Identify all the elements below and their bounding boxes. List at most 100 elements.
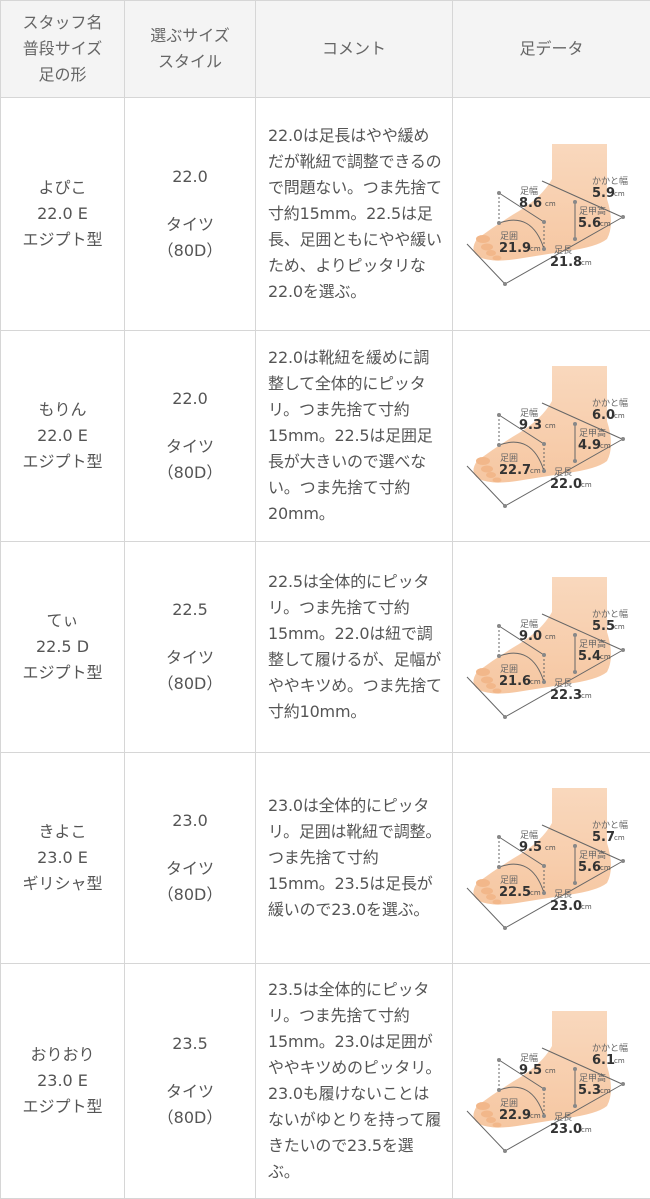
length-value: 23.0 <box>550 1122 582 1137</box>
usual-size: 22.0 E <box>1 423 124 449</box>
chosen-size: 23.5 <box>125 1031 255 1057</box>
staff-cell: おりおり 23.0 E エジプト型 <box>1 964 125 1199</box>
svg-text:cm: cm <box>530 245 541 253</box>
comment-cell: 22.0は靴紐を緩めに調整して全体的にピッタリ。つま先捨て寸約15mm。22.5… <box>256 331 453 542</box>
style: タイツ <box>125 856 255 882</box>
foot-shape: エジプト型 <box>1 1094 124 1120</box>
heel-value: 6.1 <box>592 1053 615 1068</box>
staff-cell: よぴこ 22.0 E エジプト型 <box>1 98 125 331</box>
chosen-size: 22.0 <box>125 164 255 190</box>
foot-shape: エジプト型 <box>1 449 124 475</box>
table-row: もりん 22.0 E エジプト型 22.0 タイツ （80D） 22.0は靴紐を… <box>1 331 650 542</box>
svg-text:cm: cm <box>530 889 541 897</box>
foot-data-cell: 足幅 9.5 cm かかと幅 6.1 cm 足甲高 5.3 cm 足囲 22.9… <box>453 964 650 1199</box>
instep-value: 5.4 <box>578 649 601 664</box>
svg-text:cm: cm <box>581 692 592 700</box>
foot-shape: ギリシャ型 <box>1 871 124 897</box>
svg-text:cm: cm <box>581 903 592 911</box>
header-foot-data: 足データ <box>453 1 650 98</box>
usual-size: 23.0 E <box>1 845 124 871</box>
svg-text:cm: cm <box>614 623 625 631</box>
size-cell: 22.0 タイツ （80D） <box>125 98 256 331</box>
foot-diagram: 足幅 9.5 cm かかと幅 5.7 cm 足甲高 5.6 cm 足囲 22.5… <box>457 783 647 933</box>
svg-text:cm: cm <box>600 653 611 661</box>
staff-name: きよこ <box>1 819 124 845</box>
instep-value: 4.9 <box>578 438 601 453</box>
svg-text:cm: cm <box>545 1067 556 1075</box>
staff-cell: もりん 22.0 E エジプト型 <box>1 331 125 542</box>
style: タイツ <box>125 1079 255 1105</box>
foot-data-cell: 足幅 8.6 cm かかと幅 5.9 cm 足甲高 5.6 cm 足囲 21.9… <box>453 98 650 331</box>
denier: （80D） <box>125 882 255 908</box>
foot-data-cell: 足幅 9.0 cm かかと幅 5.5 cm 足甲高 5.4 cm 足囲 21.6… <box>453 542 650 753</box>
table-row: おりおり 23.0 E エジプト型 23.5 タイツ （80D） 23.5は全体… <box>1 964 650 1199</box>
svg-text:cm: cm <box>545 422 556 430</box>
heel-value: 5.7 <box>592 830 615 845</box>
svg-text:cm: cm <box>530 1112 541 1120</box>
girth-value: 22.7 <box>499 463 531 478</box>
table-row: よぴこ 22.0 E エジプト型 22.0 タイツ （80D） 22.0は足長は… <box>1 98 650 331</box>
style: タイツ <box>125 212 255 238</box>
instep-value: 5.6 <box>578 216 601 231</box>
foot-shape: エジプト型 <box>1 227 124 253</box>
staff-name: てぃ <box>1 608 124 634</box>
girth-value: 22.9 <box>499 1108 531 1123</box>
svg-text:cm: cm <box>545 200 556 208</box>
svg-text:cm: cm <box>545 633 556 641</box>
heel-value: 6.0 <box>592 408 615 423</box>
svg-text:cm: cm <box>545 844 556 852</box>
width-value: 9.5 <box>519 840 542 855</box>
heel-value: 5.9 <box>592 186 615 201</box>
denier: （80D） <box>125 671 255 697</box>
svg-text:cm: cm <box>600 442 611 450</box>
staff-cell: きよこ 23.0 E ギリシャ型 <box>1 753 125 964</box>
width-value: 9.0 <box>519 629 542 644</box>
staff-name: おりおり <box>1 1042 124 1068</box>
heel-value: 5.5 <box>592 619 615 634</box>
width-value: 8.6 <box>519 196 542 211</box>
size-cell: 22.5 タイツ （80D） <box>125 542 256 753</box>
staff-name: よぴこ <box>1 175 124 201</box>
svg-text:cm: cm <box>614 412 625 420</box>
chosen-size: 22.5 <box>125 597 255 623</box>
staff-name: もりん <box>1 397 124 423</box>
foot-diagram: 足幅 9.5 cm かかと幅 6.1 cm 足甲高 5.3 cm 足囲 22.9… <box>457 1006 647 1156</box>
svg-text:cm: cm <box>614 190 625 198</box>
usual-size: 22.0 E <box>1 201 124 227</box>
size-cell: 23.0 タイツ （80D） <box>125 753 256 964</box>
foot-diagram: 足幅 8.6 cm かかと幅 5.9 cm 足甲高 5.6 cm 足囲 21.9… <box>457 139 647 289</box>
denier: （80D） <box>125 238 255 264</box>
svg-text:cm: cm <box>530 678 541 686</box>
svg-text:cm: cm <box>581 1126 592 1134</box>
usual-size: 23.0 E <box>1 1068 124 1094</box>
comment-cell: 23.5は全体的にピッタリ。つま先捨て寸約15mm。23.0は足囲がややキツめの… <box>256 964 453 1199</box>
chosen-size: 22.0 <box>125 386 255 412</box>
length-value: 23.0 <box>550 899 582 914</box>
denier: （80D） <box>125 1105 255 1131</box>
foot-data-cell: 足幅 9.3 cm かかと幅 6.0 cm 足甲高 4.9 cm 足囲 22.7… <box>453 331 650 542</box>
svg-text:cm: cm <box>614 1057 625 1065</box>
comment-cell: 22.0は足長はやや緩めだが靴紐で調整できるので問題ない。つま先捨て寸約15mm… <box>256 98 453 331</box>
foot-diagram: 足幅 9.0 cm かかと幅 5.5 cm 足甲高 5.4 cm 足囲 21.6… <box>457 572 647 722</box>
length-value: 22.0 <box>550 477 582 492</box>
svg-text:cm: cm <box>600 1087 611 1095</box>
header-row: スタッフ名 普段サイズ 足の形 選ぶサイズ スタイル コメント 足データ <box>1 1 650 98</box>
header-size: 選ぶサイズ スタイル <box>125 1 256 98</box>
staff-cell: てぃ 22.5 D エジプト型 <box>1 542 125 753</box>
girth-value: 21.9 <box>499 241 531 256</box>
svg-text:cm: cm <box>581 481 592 489</box>
table-row: てぃ 22.5 D エジプト型 22.5 タイツ （80D） 22.5は全体的に… <box>1 542 650 753</box>
usual-size: 22.5 D <box>1 634 124 660</box>
comment-cell: 22.5は全体的にピッタリ。つま先捨て寸約15mm。22.0は紐で調整して履ける… <box>256 542 453 753</box>
svg-text:cm: cm <box>600 220 611 228</box>
length-value: 22.3 <box>550 688 582 703</box>
foot-diagram: 足幅 9.3 cm かかと幅 6.0 cm 足甲高 4.9 cm 足囲 22.7… <box>457 361 647 511</box>
girth-value: 22.5 <box>499 885 531 900</box>
svg-text:cm: cm <box>614 834 625 842</box>
svg-text:cm: cm <box>530 467 541 475</box>
foot-data-cell: 足幅 9.5 cm かかと幅 5.7 cm 足甲高 5.6 cm 足囲 22.5… <box>453 753 650 964</box>
size-cell: 22.0 タイツ （80D） <box>125 331 256 542</box>
instep-value: 5.6 <box>578 860 601 875</box>
style: タイツ <box>125 434 255 460</box>
